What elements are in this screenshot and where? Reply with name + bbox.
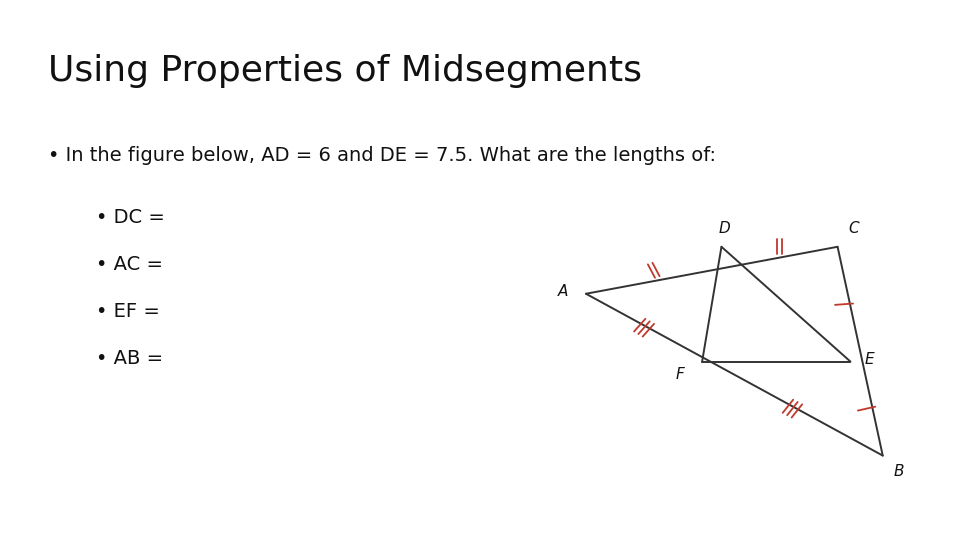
Text: • DC =: • DC = [96,208,165,227]
Text: F: F [675,367,684,382]
Text: A: A [558,284,568,299]
Text: Using Properties of Midsegments: Using Properties of Midsegments [48,54,642,88]
Text: E: E [865,352,875,367]
Text: • In the figure below, AD = 6 and DE = 7.5. What are the lengths of:: • In the figure below, AD = 6 and DE = 7… [48,146,716,165]
Text: • EF =: • EF = [96,302,160,321]
Text: B: B [894,464,904,479]
Text: • AC =: • AC = [96,255,163,274]
Text: D: D [719,221,731,236]
Text: • AB =: • AB = [96,349,163,368]
Text: C: C [849,221,859,236]
